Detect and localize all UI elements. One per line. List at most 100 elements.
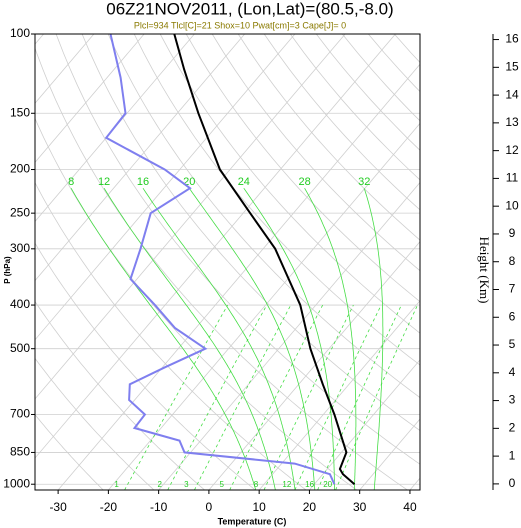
y2-tick-label: 8 [509,254,516,268]
moist-adiabat [304,188,357,490]
x-tick-label: -20 [100,500,118,514]
isotherm [35,34,145,164]
y-tick-label: 700 [10,407,30,421]
isotherm [258,300,420,490]
dry-adiabat [107,34,420,399]
dry-adiabat [35,181,307,490]
dry-adiabat [35,413,104,490]
y-tick-label: 200 [10,162,30,176]
y2-tick-label: 9 [509,226,516,240]
x-tick-label: 10 [252,500,266,514]
mixing-ratio-line [335,304,418,490]
mixing-ratio-label: 12 [282,480,291,489]
x-tick-label: 0 [206,500,213,514]
mixing-ratio-line [194,304,292,490]
y2-tick-label: 16 [505,32,519,46]
mixing-ratio-label: 5 [219,480,224,489]
mixing-ratio-line [294,304,382,490]
dry-adiabat [237,34,420,241]
isotherm [57,63,420,490]
moist-adiabat-label: 12 [98,176,110,188]
isotherm [35,34,245,282]
y2-tick-label: 4 [509,365,516,379]
isotherm [409,477,420,490]
mixing-ratio-label: 20 [323,480,332,489]
mixing-ratio-label: 3 [184,480,189,489]
y2-tick-label: 5 [509,337,516,351]
y-tick-label: 100 [10,26,30,40]
mixing-ratio-label: 16 [305,480,314,489]
y2-tick-label: 0 [509,476,516,490]
isotherm [35,34,396,459]
x-tick-label: -30 [49,500,67,514]
mixing-ratio-line [263,304,354,490]
y-tick-label: 1000 [3,476,30,490]
y2-tick-label: 13 [505,115,519,129]
dry-adiabat [81,34,420,432]
y2-tick-label: 14 [505,87,519,101]
isotherm [35,34,195,223]
moist-adiabat [243,187,335,490]
x-tick-label: 40 [403,500,417,514]
dry-adiabat [35,242,256,490]
mixing-ratio-line [167,304,268,490]
moist-adiabat [70,188,257,490]
mixing-ratio-label: 1 [114,480,119,489]
plot-frame [34,33,421,491]
y-tick-label: 500 [10,341,30,355]
chart-subtitle: Plcl=934 Tlcl[C]=21 Shox=10 Pwat[cm]=3 C… [134,20,346,30]
dry-adiabat [185,34,420,303]
y2-tick-label: 2 [509,421,516,435]
y-tick-label: 150 [10,105,30,119]
moist-adiabat-label: 8 [68,176,74,188]
y2-axis-label: Height (Km) [477,237,492,304]
y2-tick-label: 1 [509,448,516,462]
moist-adiabat-label: 16 [137,176,149,188]
y2-tick-label: 6 [509,309,516,323]
y-tick-label: 400 [10,297,30,311]
y-tick-label: 250 [10,205,30,219]
y-tick-label: 850 [10,445,30,459]
dry-adiabat [394,34,420,64]
x-axis-label: Temperature (C) [218,516,287,526]
isotherm [108,122,420,490]
moist-adiabat-label: 20 [183,176,195,188]
dry-adiabat [211,34,420,272]
dry-adiabat [420,34,521,490]
dry-adiabat [55,34,420,465]
y2-tick-label: 15 [505,59,519,73]
mixing-ratio-line [229,304,324,490]
profile-line [104,34,336,485]
mixing-ratio-label: 2 [157,480,162,489]
mixing-ratio-label: 8 [254,480,259,489]
x-tick-label: 30 [353,500,367,514]
dry-adiabat [35,357,155,490]
dry-adiabat [35,300,205,490]
isotherm [208,241,420,490]
isotherm [158,181,420,490]
isotherm [309,359,420,490]
profile-line [173,34,356,485]
dry-adiabat [35,47,408,490]
dry-adiabat [159,34,420,334]
y2-tick-label: 10 [505,198,519,212]
y-axis-label: P (hPa) [3,256,12,284]
moist-adiabat-label: 24 [238,176,250,188]
moist-adiabat-label: 28 [298,176,310,188]
x-tick-label: 20 [303,500,317,514]
dry-adiabat [133,34,420,366]
y2-tick-label: 3 [509,393,516,407]
y-tick-label: 300 [10,241,30,255]
x-tick-label: -10 [150,500,168,514]
isotherm [35,34,346,400]
y2-tick-label: 7 [509,282,516,296]
moist-adiabat-label: 32 [358,176,370,188]
chart-title: 06Z21NOV2011, (Lon,Lat)=(80.5,-8.0) [106,0,393,18]
y2-tick-label: 11 [506,171,519,185]
y2-tick-label: 12 [505,143,519,157]
mixing-ratio-line [124,304,229,490]
moist-adiabat [142,187,296,490]
background-lines [35,34,521,490]
